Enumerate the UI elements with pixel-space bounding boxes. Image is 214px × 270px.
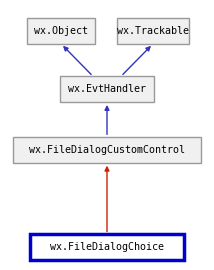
FancyBboxPatch shape [117, 18, 189, 44]
FancyBboxPatch shape [60, 76, 154, 102]
Text: wx.FileDialogCustomControl: wx.FileDialogCustomControl [29, 145, 185, 155]
FancyBboxPatch shape [30, 234, 184, 260]
Text: wx.FileDialogChoice: wx.FileDialogChoice [50, 242, 164, 252]
Text: wx.Trackable: wx.Trackable [117, 26, 189, 36]
Text: wx.Object: wx.Object [34, 26, 88, 36]
FancyBboxPatch shape [13, 137, 201, 163]
FancyBboxPatch shape [27, 18, 95, 44]
Text: wx.EvtHandler: wx.EvtHandler [68, 84, 146, 94]
